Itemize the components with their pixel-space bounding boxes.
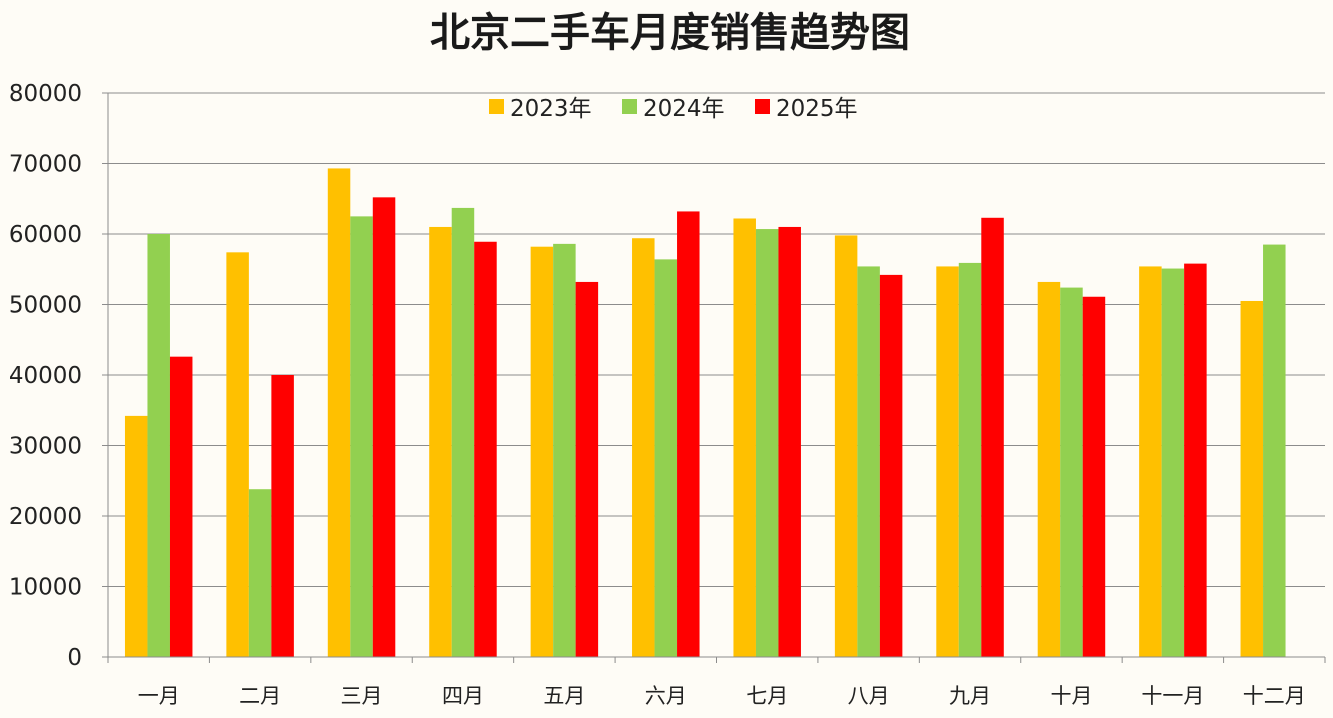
y-tick-label: 80000 xyxy=(9,81,82,107)
x-tick-label: 五月 xyxy=(543,684,585,708)
bar-2023年-九月 xyxy=(936,266,959,657)
x-tick-label: 八月 xyxy=(848,684,890,708)
bar-2024年-八月 xyxy=(857,266,880,657)
bar-2023年-六月 xyxy=(632,238,655,658)
y-tick-label: 40000 xyxy=(9,363,82,389)
bar-2023年-四月 xyxy=(429,226,452,657)
bar-2023年-十二月 xyxy=(1240,300,1264,657)
bar-2024年-一月 xyxy=(147,234,170,657)
bar-2024年-十二月 xyxy=(1263,244,1286,657)
gridlines xyxy=(108,92,1325,587)
bar-2025年-九月 xyxy=(981,217,1004,657)
bar-2025年-五月 xyxy=(575,281,599,657)
chart-title: 北京二手车月度销售趋势图 xyxy=(430,10,910,56)
x-tick-label: 十月 xyxy=(1050,684,1092,708)
bar-2024年-二月 xyxy=(248,489,272,657)
x-tick-label: 三月 xyxy=(341,684,383,708)
x-tick-label: 九月 xyxy=(949,684,991,708)
y-tick-label: 0 xyxy=(67,645,82,671)
bar-2024年-三月 xyxy=(350,216,373,657)
bar-2024年-七月 xyxy=(755,229,779,657)
bar-2023年-十月 xyxy=(1037,281,1061,657)
y-tick-label: 60000 xyxy=(9,222,82,248)
x-tick-label: 二月 xyxy=(239,684,281,708)
legend-swatch xyxy=(622,99,637,114)
legend-label: 2023年 xyxy=(510,96,592,122)
x-axis: 一月 二月 三月 四月 五月 六月 七月 八月 九月 十月 十一月 十二月 xyxy=(107,656,1326,708)
y-axis: 0 10000 20000 30000 40000 50000 60000 70000 8000… xyxy=(9,81,109,671)
x-tick-label: 十二月 xyxy=(1243,684,1306,708)
y-tick-label: 50000 xyxy=(9,293,82,319)
x-tick-label: 四月 xyxy=(442,684,484,708)
bar-2025年-七月 xyxy=(778,226,801,657)
y-tick-label: 30000 xyxy=(9,434,82,460)
y-tick-label: 70000 xyxy=(9,152,82,178)
bar-2023年-三月 xyxy=(327,168,351,657)
x-tick-label: 十一月 xyxy=(1141,684,1204,708)
bar-2023年-五月 xyxy=(530,246,554,657)
legend-label: 2024年 xyxy=(643,96,725,122)
bar-2025年-一月 xyxy=(169,356,193,657)
bar-2025年-四月 xyxy=(474,241,497,657)
bar-2023年-十一月 xyxy=(1139,266,1162,657)
bar-2023年-七月 xyxy=(733,218,756,658)
bar-2025年-十月 xyxy=(1082,296,1106,657)
bar-2025年-十一月 xyxy=(1184,263,1207,657)
x-tick-label: 六月 xyxy=(645,684,687,708)
y-tick-label: 10000 xyxy=(9,575,82,601)
bars xyxy=(124,168,1286,658)
bar-2025年-六月 xyxy=(677,211,700,657)
bar-2025年-二月 xyxy=(271,375,294,657)
bar-2024年-五月 xyxy=(553,243,576,657)
bar-2023年-二月 xyxy=(226,252,249,657)
bar-2023年-一月 xyxy=(124,415,148,657)
legend-swatch xyxy=(755,99,770,114)
legend-label: 2025年 xyxy=(776,96,858,122)
y-tick-label: 20000 xyxy=(9,504,82,530)
bar-2024年-十一月 xyxy=(1161,268,1185,657)
bar-2025年-三月 xyxy=(372,197,396,657)
bar-2024年-四月 xyxy=(451,207,475,658)
bar-2025年-八月 xyxy=(879,274,903,657)
x-tick-label: 一月 xyxy=(138,684,180,708)
bar-2024年-九月 xyxy=(958,262,982,657)
bar-2024年-十月 xyxy=(1060,287,1083,657)
legend: 2023年 2024年 2025年 xyxy=(489,96,858,122)
bar-2024年-六月 xyxy=(654,259,678,657)
bar-2023年-八月 xyxy=(834,235,858,657)
legend-swatch xyxy=(489,99,504,114)
x-tick-label: 七月 xyxy=(746,684,788,708)
